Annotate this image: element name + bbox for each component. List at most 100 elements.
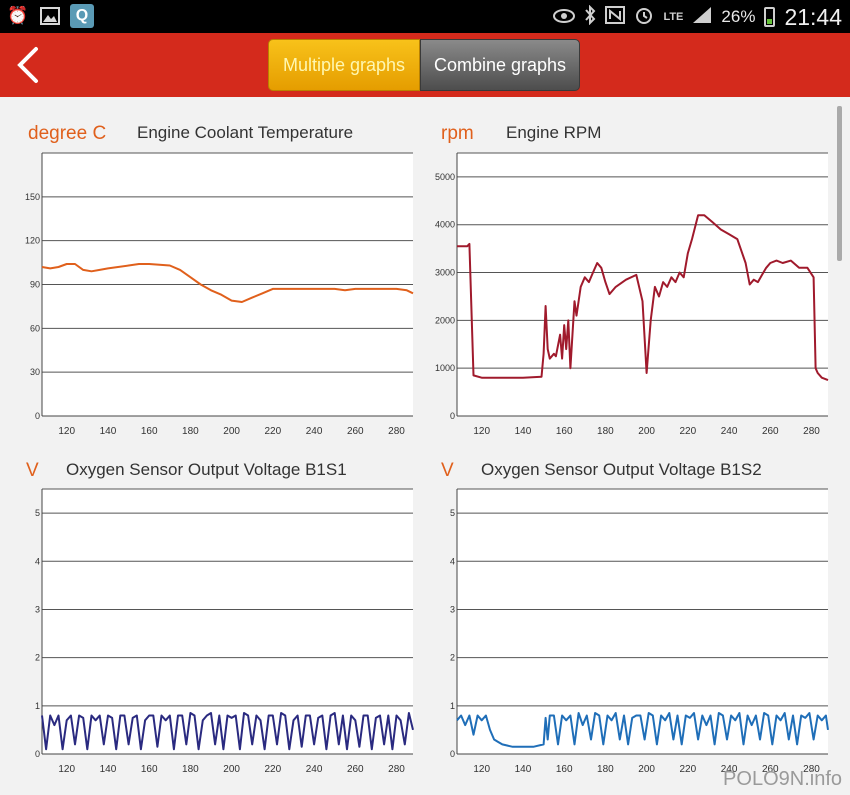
watermark: POLO9N.info xyxy=(723,768,842,790)
chart-oxygen-sensor-b1s1: V Oxygen Sensor Output Voltage B1S1 0 1 2 3… xyxy=(0,450,425,780)
eye-icon xyxy=(553,7,576,28)
network-type: LTE xyxy=(663,10,684,23)
x-tick-label: 280 xyxy=(388,426,405,437)
x-tick-label: 220 xyxy=(680,764,697,775)
alarm-icon xyxy=(634,5,654,30)
y-tick-label: 0 xyxy=(450,411,455,421)
y-tick-label: 0 xyxy=(35,749,40,759)
y-tick-label: 5 xyxy=(450,508,455,518)
graph-mode-switch: Multiple graphs Combine graphs xyxy=(268,39,580,91)
x-tick-label: 200 xyxy=(638,426,655,437)
bluetooth-icon xyxy=(584,4,596,30)
status-bar: ⏰ Q LTE 26% 21:44 xyxy=(0,0,850,33)
chart-unit: degree C xyxy=(28,123,107,144)
x-tick-label: 140 xyxy=(100,764,117,775)
x-tick-label: 240 xyxy=(721,764,738,775)
tab-combine-graphs[interactable]: Combine graphs xyxy=(420,39,580,91)
x-tick-label: 280 xyxy=(803,426,820,437)
x-tick-label: 180 xyxy=(597,426,614,437)
x-tick-label: 120 xyxy=(58,426,75,437)
y-tick-label: 5 xyxy=(35,508,40,518)
y-tick-label: 1 xyxy=(35,701,40,711)
signal-icon xyxy=(692,6,712,29)
chart-engine-coolant-temperature: degree C Engine Coolant Temperature 0 30 6… xyxy=(0,105,425,450)
x-tick-label: 120 xyxy=(473,426,490,437)
x-tick-label: 260 xyxy=(347,764,364,775)
x-tick-label: 120 xyxy=(58,764,75,775)
system-status: LTE 26% 21:44 xyxy=(553,2,842,32)
x-tick-label: 240 xyxy=(306,764,323,775)
x-tick-label: 260 xyxy=(762,764,779,775)
y-tick-label: 4 xyxy=(450,556,455,566)
back-button[interactable] xyxy=(10,45,50,85)
plot-background xyxy=(457,153,828,416)
y-tick-label: 1 xyxy=(450,701,455,711)
q-app-icon: Q xyxy=(70,4,94,28)
picture-icon xyxy=(38,4,62,28)
alarm-clock-icon: ⏰ xyxy=(7,6,29,25)
x-tick-label: 260 xyxy=(762,426,779,437)
chart-plot: 0 1000 2000 3000 4000 5000 120 140 160 180 200 220 2… xyxy=(435,152,829,437)
x-tick-label: 140 xyxy=(515,426,532,437)
chart-title: Engine Coolant Temperature xyxy=(137,123,354,142)
x-tick-label: 120 xyxy=(473,764,490,775)
chevron-left-icon xyxy=(17,47,38,83)
plot-background xyxy=(42,489,413,754)
x-tick-label: 160 xyxy=(556,764,573,775)
y-tick-label: 5000 xyxy=(435,172,455,182)
y-tick-label: 1000 xyxy=(435,363,455,373)
chart-plot: 0 30 60 90 120 150 120 140 160 180 200 220 240 260 280 xyxy=(25,152,414,437)
battery-icon xyxy=(764,7,776,27)
nfc-icon xyxy=(605,5,626,29)
scrollbar[interactable] xyxy=(837,106,842,261)
chart-oxygen-sensor-b1s2: V Oxygen Sensor Output Voltage B1S2 0 1 2 3… xyxy=(425,450,845,780)
chart-title: Oxygen Sensor Output Voltage B1S2 xyxy=(481,460,762,479)
series-line xyxy=(457,214,829,382)
battery-percent: 26% xyxy=(721,7,756,26)
y-tick-label: 4 xyxy=(35,556,40,566)
y-tick-label: 30 xyxy=(30,367,40,377)
x-tick-label: 280 xyxy=(803,764,820,775)
series-line xyxy=(456,712,829,748)
x-tick-label: 240 xyxy=(721,426,738,437)
x-tick-label: 160 xyxy=(556,426,573,437)
y-tick-label: 60 xyxy=(30,323,40,333)
series-line xyxy=(41,263,414,303)
chart-plot: 0 1 2 3 4 5 120 140 160 180 200 220 240 260 280 xyxy=(450,488,829,775)
x-tick-label: 240 xyxy=(306,426,323,437)
x-tick-label: 140 xyxy=(100,426,117,437)
y-tick-label: 120 xyxy=(25,236,40,246)
x-tick-label: 140 xyxy=(515,764,532,775)
y-tick-label: 2000 xyxy=(435,315,455,325)
x-tick-label: 160 xyxy=(141,426,158,437)
x-tick-label: 180 xyxy=(182,764,199,775)
chart-unit: rpm xyxy=(441,123,474,144)
chart-engine-rpm: rpm Engine RPM 0 1000 2000 3000 4000 5000 120 1… xyxy=(425,105,845,450)
app-bar: Multiple graphs Combine graphs xyxy=(0,33,850,97)
x-tick-label: 280 xyxy=(388,764,405,775)
y-tick-label: 3 xyxy=(450,604,455,614)
y-tick-label: 2 xyxy=(450,653,455,663)
x-tick-label: 200 xyxy=(638,764,655,775)
x-tick-label: 260 xyxy=(347,426,364,437)
x-tick-label: 180 xyxy=(182,426,199,437)
x-tick-label: 160 xyxy=(141,764,158,775)
y-tick-label: 0 xyxy=(450,749,455,759)
chart-title: Oxygen Sensor Output Voltage B1S1 xyxy=(66,460,347,479)
x-tick-label: 220 xyxy=(680,426,697,437)
y-tick-label: 150 xyxy=(25,192,40,202)
plot-background xyxy=(457,489,828,754)
chart-unit: V xyxy=(26,460,39,481)
x-tick-label: 180 xyxy=(597,764,614,775)
y-tick-label: 4000 xyxy=(435,220,455,230)
y-tick-label: 3000 xyxy=(435,268,455,278)
y-tick-label: 90 xyxy=(30,280,40,290)
chart-plot: 0 1 2 3 4 5 120 140 160 180 200 220 240 260 280 xyxy=(35,488,414,775)
x-tick-label: 200 xyxy=(223,764,240,775)
x-tick-label: 220 xyxy=(265,426,282,437)
chart-title: Engine RPM xyxy=(506,123,602,142)
chart-unit: V xyxy=(441,460,454,481)
y-tick-label: 3 xyxy=(35,604,40,614)
tab-multiple-graphs[interactable]: Multiple graphs xyxy=(268,39,420,91)
y-tick-label: 2 xyxy=(35,653,40,663)
